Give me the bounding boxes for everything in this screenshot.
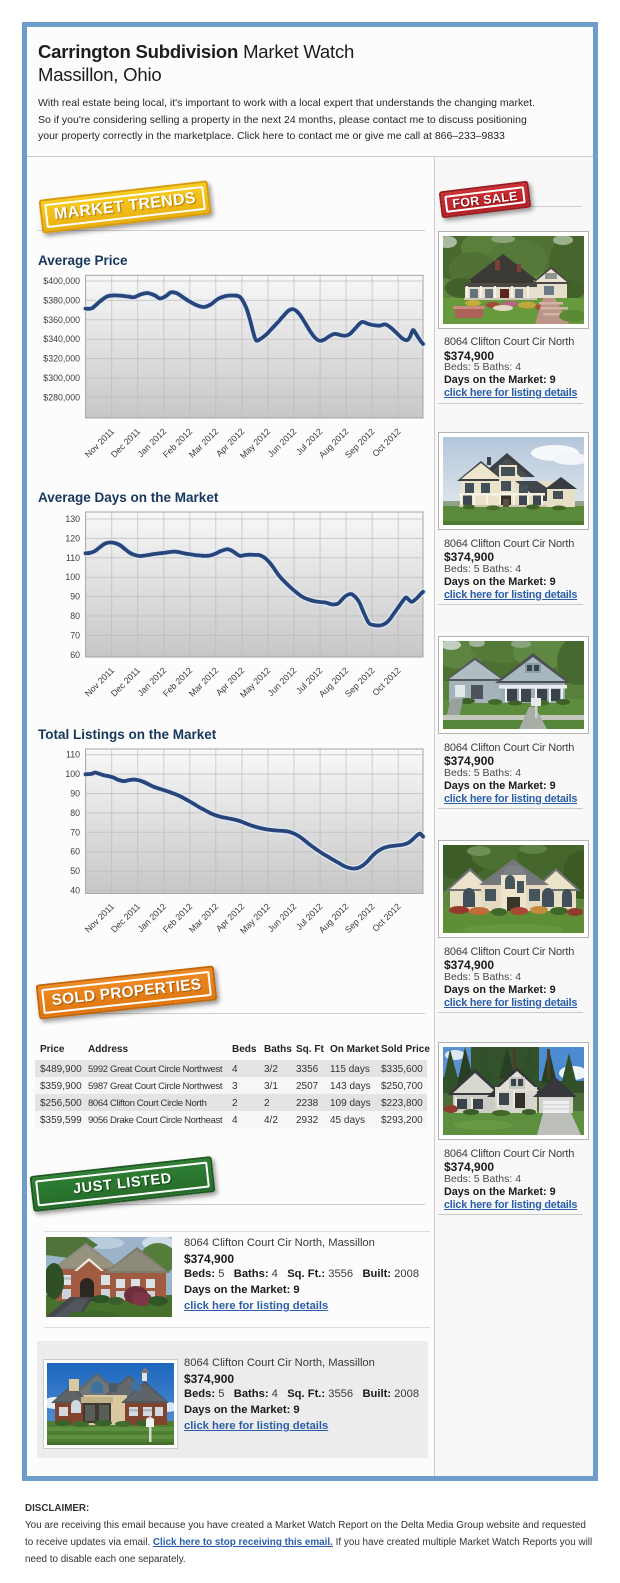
svg-text:100: 100 <box>65 572 80 582</box>
svg-text:40: 40 <box>70 886 80 896</box>
svg-text:Jun 2012: Jun 2012 <box>266 426 299 459</box>
svg-text:$320,000: $320,000 <box>43 354 80 364</box>
svg-text:110: 110 <box>66 553 80 563</box>
svg-text:70: 70 <box>70 827 80 837</box>
svg-text:100: 100 <box>65 769 80 779</box>
svg-text:90: 90 <box>70 592 80 602</box>
svg-text:90: 90 <box>70 789 80 799</box>
svg-text:Oct 2012: Oct 2012 <box>370 901 402 933</box>
svg-text:60: 60 <box>70 847 80 857</box>
svg-text:110: 110 <box>66 750 80 760</box>
svg-text:Oct 2012: Oct 2012 <box>370 426 402 458</box>
svg-text:50: 50 <box>70 866 80 876</box>
svg-text:$400,000: $400,000 <box>43 276 80 286</box>
svg-text:80: 80 <box>70 808 80 818</box>
svg-text:Oct 2012: Oct 2012 <box>370 665 402 697</box>
svg-text:$300,000: $300,000 <box>43 373 80 383</box>
svg-text:70: 70 <box>70 630 80 640</box>
svg-text:60: 60 <box>70 650 80 660</box>
svg-text:Jun 2012: Jun 2012 <box>266 665 299 698</box>
svg-text:$360,000: $360,000 <box>43 315 80 325</box>
svg-text:80: 80 <box>70 611 80 621</box>
svg-text:$380,000: $380,000 <box>43 295 80 305</box>
svg-text:Jun 2012: Jun 2012 <box>266 901 299 934</box>
svg-text:$280,000: $280,000 <box>43 392 80 402</box>
svg-text:$340,000: $340,000 <box>43 334 80 344</box>
svg-text:130: 130 <box>65 514 80 524</box>
svg-text:120: 120 <box>65 533 80 543</box>
